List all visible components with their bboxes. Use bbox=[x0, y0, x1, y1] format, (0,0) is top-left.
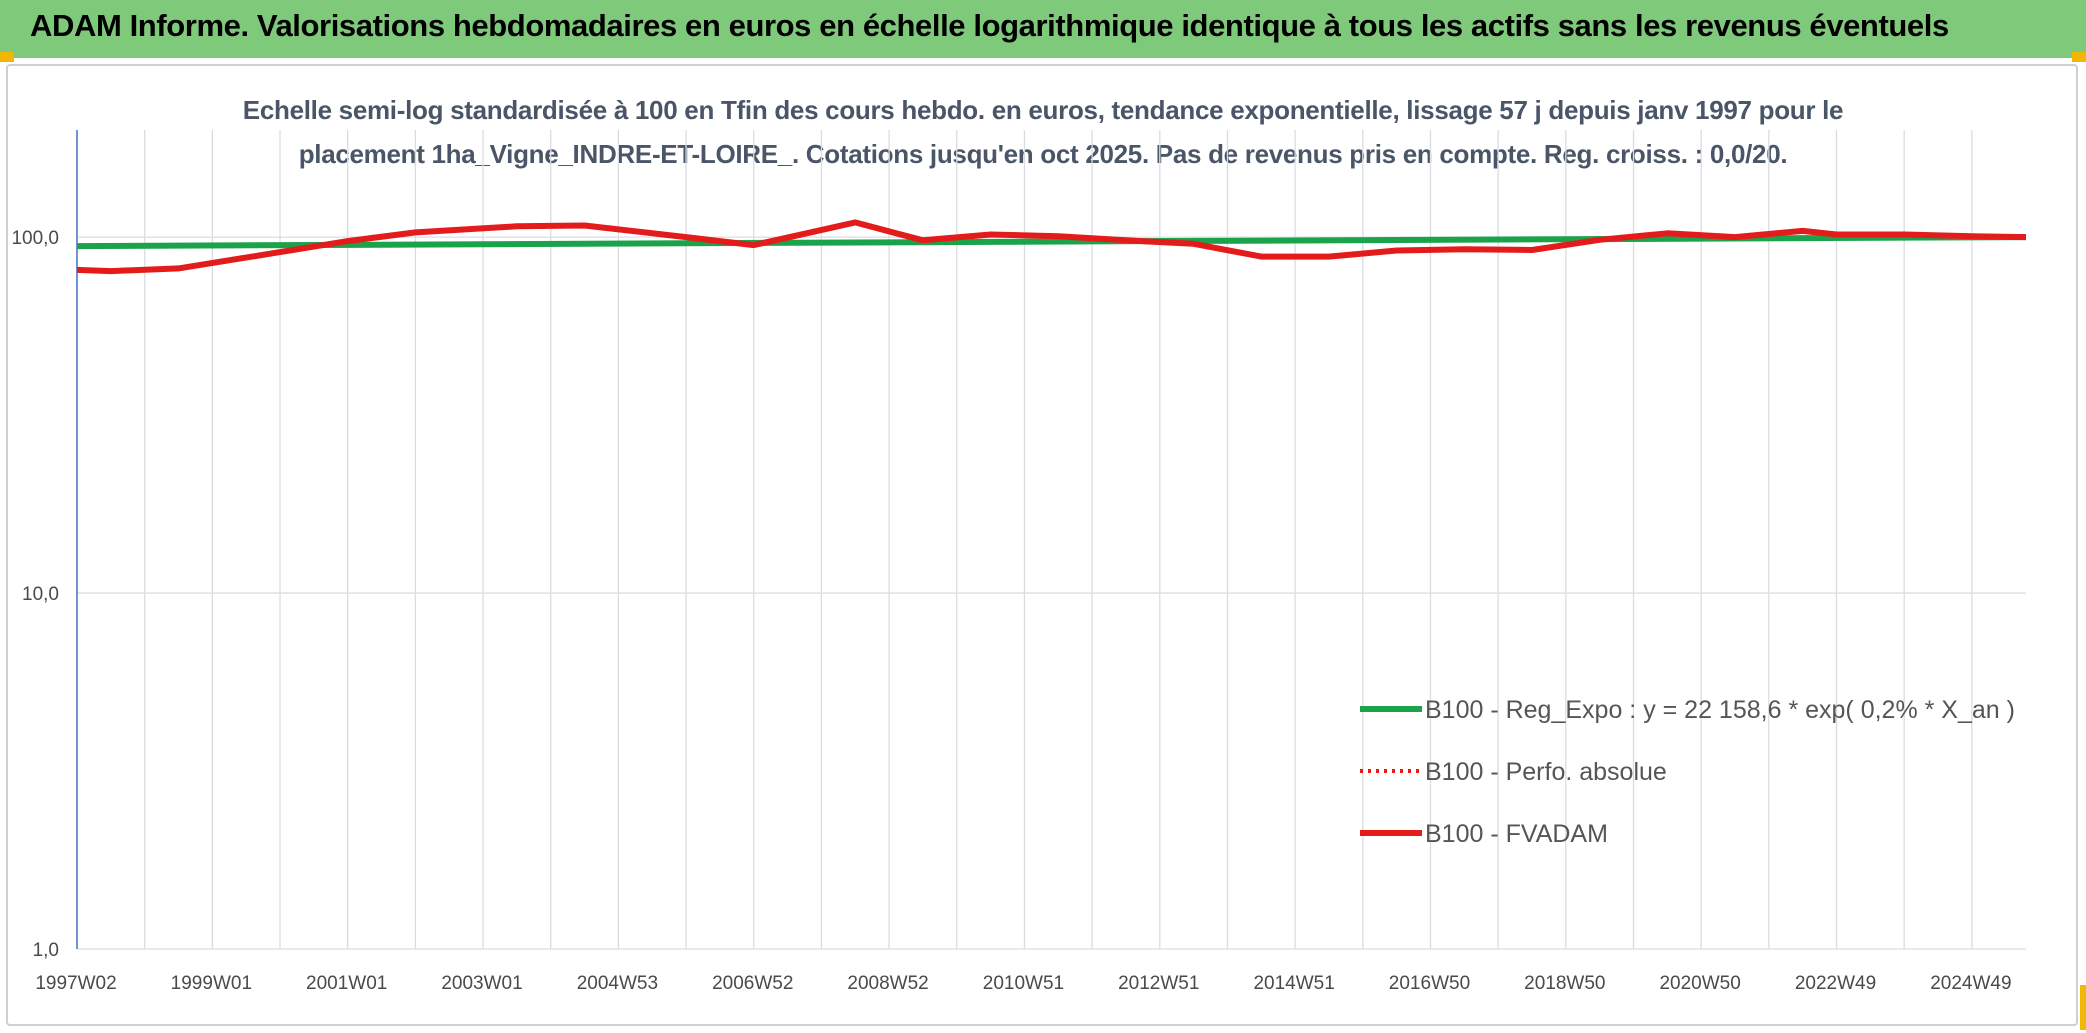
x-tick-label: 1997W02 bbox=[35, 973, 116, 994]
y-tick-label: 1,0 bbox=[33, 940, 59, 961]
y-tick-label: 10,0 bbox=[22, 584, 59, 605]
chart-subtitle-line-1: Echelle semi-log standardisée à 100 en T… bbox=[242, 95, 1844, 125]
legend-entry-label: B100 - Perfo. absolue bbox=[1425, 758, 1667, 786]
series-fvadam bbox=[76, 219, 2027, 275]
x-tick-label: 2010W51 bbox=[983, 973, 1064, 994]
chart-frame bbox=[6, 64, 2078, 1026]
x-tick-label: 2003W01 bbox=[441, 973, 522, 994]
corner-accent-left bbox=[0, 52, 14, 62]
chart-subtitle: Echelle semi-log standardisée à 100 en T… bbox=[0, 88, 2086, 176]
header-bar: ADAM Informe. Valorisations hebdomadaire… bbox=[0, 0, 2086, 58]
x-tick-label: 1999W01 bbox=[171, 973, 252, 994]
series-reg-expo bbox=[76, 234, 2027, 250]
legend-entry-label: B100 - FVADAM bbox=[1425, 820, 1608, 848]
x-tick-label: 2001W01 bbox=[306, 973, 387, 994]
corner-accent-right bbox=[2072, 52, 2086, 62]
x-tick-label: 2008W52 bbox=[847, 973, 928, 994]
x-tick-label: 2024W49 bbox=[1930, 973, 2011, 994]
x-tick-label: 2022W49 bbox=[1795, 973, 1876, 994]
x-tick-label: 2006W52 bbox=[712, 973, 793, 994]
y-tick-label: 100,0 bbox=[11, 228, 59, 249]
legend-entry-label: B100 - Reg_Expo : y = 22 158,6 * exp( 0,… bbox=[1425, 696, 2015, 724]
x-tick-label: 2018W50 bbox=[1524, 973, 1605, 994]
x-tick-label: 2004W53 bbox=[577, 973, 658, 994]
x-tick-label: 2020W50 bbox=[1659, 973, 1740, 994]
x-tick-label: 2012W51 bbox=[1118, 973, 1199, 994]
chart-subtitle-line-2: placement 1ha_Vigne_INDRE-ET-LOIRE_. Cot… bbox=[298, 139, 1788, 169]
page-title: ADAM Informe. Valorisations hebdomadaire… bbox=[30, 8, 1949, 43]
corner-accent-bottom-right bbox=[2080, 985, 2086, 1030]
x-tick-label: 2016W50 bbox=[1389, 973, 1470, 994]
x-tick-label: 2014W51 bbox=[1253, 973, 1334, 994]
